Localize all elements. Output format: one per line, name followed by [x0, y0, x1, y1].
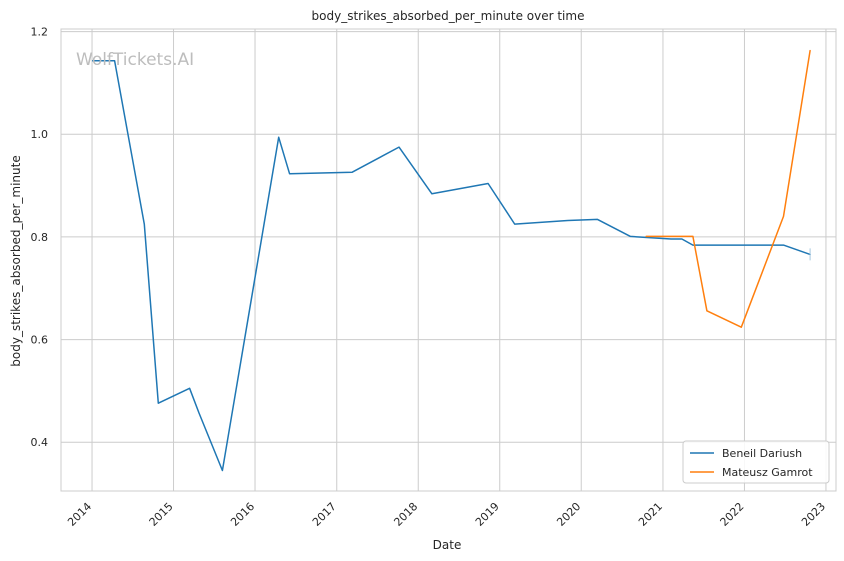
- y-tick-label: 0.8: [31, 231, 49, 244]
- plot-area: [61, 29, 836, 491]
- y-tick-label: 1.2: [31, 26, 49, 39]
- y-tick-label: 1.0: [31, 128, 49, 141]
- y-tick-label: 0.6: [31, 334, 49, 347]
- y-axis-ticks: 0.4 0.6 0.8 1.0 1.2: [31, 26, 49, 450]
- series-layer: [91, 49, 811, 472]
- x-axis-ticks: 2014 2015 2016 2017 2018 2019 2020 2021 2022 2023: [65, 500, 828, 529]
- plot-frame: [60, 28, 837, 492]
- x-axis-label: Date: [433, 538, 462, 552]
- legend-label-beneil-dariush: Beneil Dariush: [722, 447, 802, 460]
- watermark: WolfTickets.AI: [76, 50, 194, 70]
- legend: Beneil Dariush Mateusz Gamrot: [682, 440, 830, 484]
- legend-box: [682, 440, 830, 484]
- series-line-mateusz-gamrot: [645, 49, 811, 328]
- series-line-beneil-dariush: [91, 60, 811, 472]
- legend-label-mateusz-gamrot: Mateusz Gamrot: [722, 466, 813, 479]
- y-tick-label: 0.4: [31, 436, 49, 449]
- chart-title: body_strikes_absorbed_per_minute over ti…: [312, 9, 585, 23]
- y-axis-label: body_strikes_absorbed_per_minute: [9, 155, 23, 366]
